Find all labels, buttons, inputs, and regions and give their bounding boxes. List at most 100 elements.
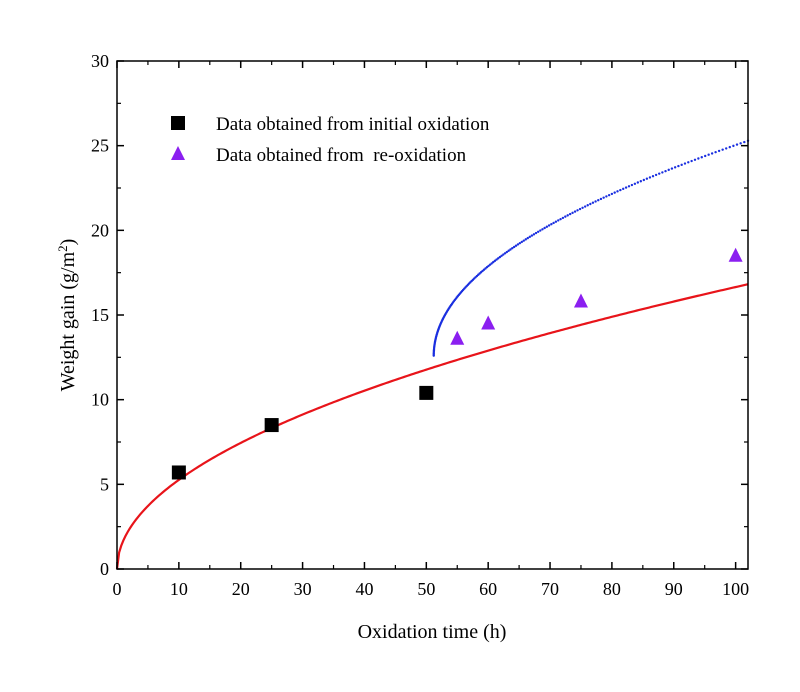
curve-dot — [573, 210, 577, 213]
curve-dot — [524, 238, 527, 241]
curve-dot — [545, 225, 549, 228]
curve-dot — [636, 181, 640, 184]
curve-dot — [498, 255, 502, 259]
curve-dot — [518, 241, 522, 245]
curve-dot — [670, 167, 674, 170]
legend-label: Data obtained from initial oxidation — [216, 114, 490, 135]
initial-oxidation-point — [419, 385, 434, 400]
x-tick-label: 20 — [232, 579, 250, 599]
curve-dot — [500, 254, 503, 258]
x-tick-label: 50 — [417, 579, 435, 599]
curve-dot — [739, 142, 742, 145]
curve-dot — [493, 259, 497, 263]
x-tick-label: 30 — [294, 579, 312, 599]
curve-dot — [507, 249, 510, 252]
curve-dot — [532, 233, 536, 236]
curve-dot — [680, 163, 683, 167]
curve-dot — [714, 150, 717, 154]
curve-dot — [602, 196, 605, 199]
x-tick-label: 70 — [541, 579, 559, 599]
curve-dot — [721, 148, 724, 151]
x-tick-label: 100 — [722, 579, 749, 599]
parabolic-fit-curve — [115, 283, 749, 570]
curve-dot — [528, 235, 532, 239]
x-axis-title: Oxidation time (h) — [358, 621, 507, 643]
curve-dot — [605, 195, 608, 198]
curve-dot — [502, 253, 505, 256]
curve-dot — [503, 252, 507, 255]
curve-dot — [725, 147, 728, 150]
initial-oxidation-point — [264, 418, 279, 433]
y-tick-label: 10 — [91, 390, 109, 410]
curve-dot — [561, 216, 565, 220]
curve-dot — [664, 169, 667, 173]
curve-dot — [687, 161, 690, 164]
x-tick-label: 60 — [479, 579, 497, 599]
curve-dot — [683, 162, 687, 165]
curve-dot — [526, 236, 529, 240]
legend-triangle-marker — [171, 146, 185, 160]
x-tick-label: 80 — [603, 579, 621, 599]
curve-dot — [627, 185, 631, 188]
y-tick-label: 25 — [91, 136, 109, 156]
y-tick-label: 30 — [91, 51, 109, 71]
y-tick-label: 0 — [100, 559, 109, 579]
curve-dot — [559, 217, 562, 221]
curve-dot — [589, 202, 592, 206]
curve-dot — [550, 223, 553, 226]
curve-dot — [514, 244, 518, 247]
curve-dot — [704, 154, 707, 158]
curve-dot — [622, 187, 625, 191]
curve-dot — [554, 220, 558, 223]
curve-dot — [616, 190, 619, 193]
x-tick-label: 0 — [113, 579, 122, 599]
curve-dot — [654, 173, 658, 177]
curve-dot — [673, 166, 677, 169]
curve-dot — [661, 171, 664, 174]
curve-dot — [677, 164, 680, 168]
curve-dot — [568, 212, 572, 216]
curve-dot — [690, 159, 693, 163]
curve-dot — [516, 243, 520, 246]
curve-dot — [557, 219, 560, 222]
curve-dot — [539, 229, 542, 232]
reoxidation-point — [450, 330, 465, 345]
y-tick-label: 5 — [100, 474, 109, 494]
y-tick-label: 15 — [91, 305, 109, 325]
curve-dot — [619, 188, 622, 192]
legend-square-marker — [171, 116, 185, 130]
data-points — [171, 247, 743, 480]
curve-dot — [536, 230, 540, 233]
curve-dot — [599, 197, 603, 201]
curve-dot — [658, 172, 661, 175]
curve-dot — [613, 191, 616, 194]
curve-dot — [607, 193, 611, 197]
curve-dot — [586, 204, 589, 207]
curve-dot — [571, 211, 574, 215]
curve-dot — [552, 221, 555, 225]
curve-dot — [509, 248, 512, 251]
curve-dot — [581, 206, 584, 209]
curve-dot — [639, 180, 643, 183]
curve-dot — [522, 239, 525, 242]
curve-dot — [505, 250, 509, 254]
curve-dot — [610, 192, 614, 196]
curve-dot — [497, 257, 500, 260]
curve-dot — [566, 214, 569, 217]
reoxidation-point — [481, 315, 496, 330]
axis-ticks: 0 10 20 30 40 50 60 70 80 90 100 0 5 10 15 20 25 30 — [91, 51, 749, 599]
reoxidation-fit-curve — [432, 139, 750, 357]
curve-dot — [541, 228, 544, 231]
x-tick-label: 90 — [665, 579, 683, 599]
x-tick-label: 40 — [355, 579, 373, 599]
curve-dot — [547, 224, 551, 227]
curve-dot — [534, 231, 538, 235]
legend-label: Data obtained from re-oxidation — [216, 145, 467, 166]
curve-dot — [512, 245, 516, 249]
y-axis-title-superscript: 2 — [55, 245, 70, 252]
y-tick-label: 20 — [91, 220, 109, 240]
curve-dot — [707, 153, 710, 156]
curve-dot — [576, 209, 579, 212]
curve-dot — [591, 201, 595, 204]
